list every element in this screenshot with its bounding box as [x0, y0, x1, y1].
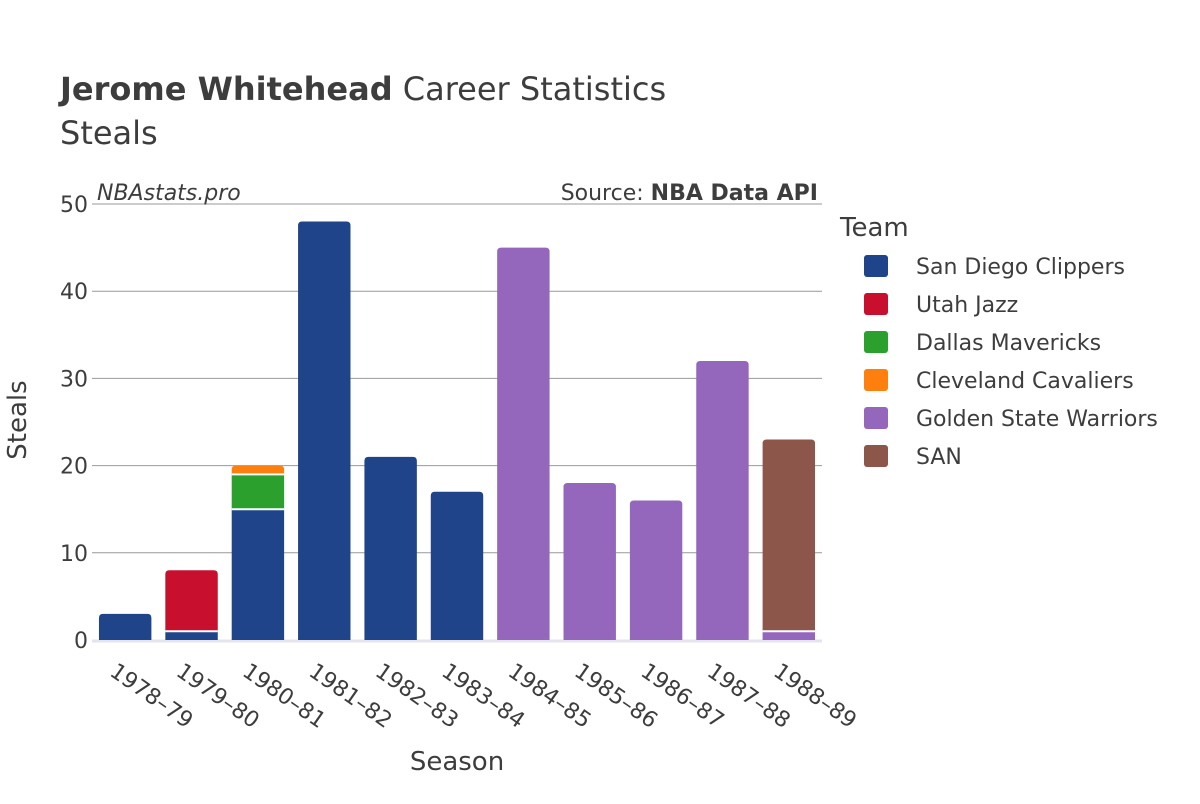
legend-swatch	[864, 407, 888, 429]
legend-item-label: Dallas Mavericks	[916, 331, 1101, 356]
legend-swatch	[864, 369, 888, 391]
chart-title-bold: Jerome Whitehead	[58, 70, 393, 108]
y-tick-label: 20	[60, 455, 88, 480]
y-tick-label: 30	[60, 367, 88, 392]
bar-segment	[563, 483, 616, 640]
chart-title-rest: Career Statistics	[393, 70, 667, 108]
chart-title: Jerome Whitehead Career Statistics	[58, 70, 666, 108]
bar-segment	[762, 631, 816, 640]
legend-item-label: Cleveland Cavaliers	[916, 369, 1134, 394]
y-tick-label: 10	[60, 542, 88, 567]
source-label: Source: NBA Data API	[561, 181, 818, 206]
bar-segment	[231, 465, 285, 475]
bar-segment	[430, 491, 484, 640]
x-axis-label: Season	[410, 747, 504, 777]
bar-segment	[165, 631, 218, 640]
bar-segment	[231, 509, 285, 640]
grid	[92, 203, 822, 643]
y-tick-label: 40	[60, 280, 88, 305]
legend-swatch	[864, 445, 888, 467]
bar-segment	[98, 613, 152, 640]
bar-segment	[364, 456, 417, 640]
source-prefix: Source:	[561, 181, 651, 206]
watermark: NBAstats.pro	[97, 181, 241, 206]
bar-segment	[629, 500, 683, 640]
source-name: NBA Data API	[651, 181, 818, 206]
bar-segment	[762, 439, 816, 632]
x-axis-ticks: 1978–791979–801980–811981–821982–831983–…	[105, 659, 861, 734]
y-axis-ticks: 0 10 20 30 40 50	[60, 193, 88, 654]
chart-subtitle: Steals	[60, 114, 158, 152]
legend-item-label: San Diego Clippers	[916, 255, 1125, 280]
legend-item-label: Utah Jazz	[916, 293, 1018, 318]
bar-segment	[696, 360, 749, 640]
bars	[98, 221, 816, 640]
bar-segment	[298, 221, 351, 640]
legend-swatch	[864, 293, 888, 315]
y-tick-label: 0	[74, 629, 88, 654]
legend-title: Team	[839, 213, 909, 243]
legend: San Diego Clippers Utah Jazz Dallas Maveri…	[864, 255, 1158, 470]
y-axis-label: Steals	[3, 380, 33, 459]
bar-segment	[497, 247, 550, 640]
legend-swatch	[864, 255, 888, 277]
legend-swatch	[864, 331, 888, 353]
y-tick-label: 50	[60, 193, 88, 218]
legend-item-label: SAN	[916, 445, 962, 470]
bar-segment	[231, 474, 285, 510]
bar-segment	[165, 570, 218, 632]
legend-item-label: Golden State Warriors	[916, 407, 1158, 432]
